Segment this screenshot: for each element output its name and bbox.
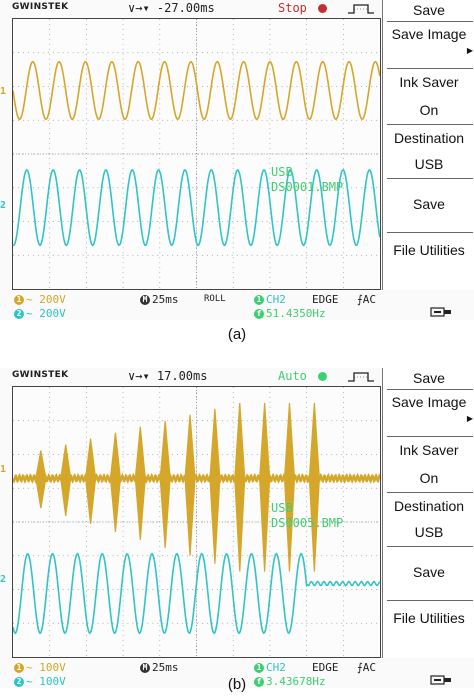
frequency-readout: f 3.43678Hz	[254, 675, 326, 688]
top-status-bar: GWINSTEK ∨→▾ 17.00ms Auto	[0, 368, 381, 385]
bottom-status-bar: 1 ~ 100V 2 ~ 100V M 25ms 1 CH2 EDGE ⨍AC f 3.4…	[12, 659, 452, 689]
stop-indicator-icon	[318, 4, 327, 13]
usb-save-notice: USB DS0001.BMP	[271, 165, 343, 195]
menu-file-utilities[interactable]: File Utilities	[393, 242, 465, 258]
horizontal-position: ∨→▾ -27.00ms	[128, 1, 215, 15]
ch2-ground-marker[interactable]: 2	[0, 574, 7, 585]
trigger-edge-icon	[348, 4, 374, 14]
trigger-coupling: ⨍AC	[357, 293, 376, 306]
timebase-readout: M 25ms	[140, 661, 179, 674]
menu-ink-saver-value[interactable]: On	[419, 102, 439, 118]
rising-edge-icon: ⨍	[357, 661, 363, 674]
ac-coupling-icon: ~	[26, 293, 33, 306]
ch2-scale-readout: 2 ~ 200V	[14, 307, 66, 320]
trigger-type: EDGE	[312, 293, 339, 306]
brand-logo: GWINSTEK	[12, 2, 69, 12]
scope-screen-a: GWINSTEK ∨→▾ -27.00ms Stop USB DS0001.BM…	[0, 0, 474, 320]
menu-save-button[interactable]: Save	[413, 564, 445, 580]
frequency-badge-icon: f	[254, 309, 264, 319]
figure-caption-a: (a)	[227, 326, 247, 343]
ch1-waveform	[13, 402, 380, 572]
horizontal-position: ∨→▾ 17.00ms	[128, 369, 208, 383]
submenu-arrow-icon: ▶	[466, 46, 473, 55]
ch2-ground-marker[interactable]: 2	[0, 200, 7, 211]
run-state-label[interactable]: Stop	[278, 1, 307, 15]
run-state-label[interactable]: Auto	[278, 369, 307, 383]
timebase-icon: M	[140, 295, 150, 305]
ch1-scale-readout: 1 ~ 100V	[14, 661, 66, 674]
ch1-scale-readout: 1 ~ 200V	[14, 293, 66, 306]
scope-screen-b: GWINSTEK ∨→▾ 17.00ms Auto USB DS0005.BMP…	[0, 368, 474, 688]
ch1-badge-icon: 1	[14, 295, 24, 305]
waveform-display	[13, 19, 380, 289]
usb-connected-icon	[430, 307, 451, 317]
brand-logo: GWINSTEK	[12, 370, 69, 380]
menu-destination-label[interactable]: Destination	[393, 498, 465, 514]
frequency-readout: f 51.4350Hz	[254, 307, 326, 320]
waveform-grid[interactable]: USB DS0005.BMP	[12, 386, 381, 658]
top-status-bar: GWINSTEK ∨→▾ -27.00ms Stop	[0, 0, 381, 17]
ac-coupling-icon: ~	[26, 661, 33, 674]
menu-file-utilities[interactable]: File Utilities	[393, 610, 465, 626]
ch2-scale-readout: 2 ~ 100V	[14, 675, 66, 688]
figure-caption-b: (b)	[227, 676, 247, 693]
saved-filename: DS0005.BMP	[271, 516, 344, 530]
frequency-badge-icon: f	[254, 677, 264, 687]
menu-title-save: Save	[413, 2, 445, 18]
menu-destination-value[interactable]: USB	[414, 156, 444, 172]
ch2-badge-icon: 2	[14, 677, 24, 687]
trigger-source-readout: 1 CH2	[254, 293, 286, 306]
ch1-badge-icon: 1	[14, 663, 24, 673]
saved-filename: DS0001.BMP	[271, 180, 344, 194]
ch2-waveform	[13, 168, 380, 247]
timebase-icon: M	[140, 663, 150, 673]
menu-ink-saver-value[interactable]: On	[419, 470, 439, 486]
menu-save-button[interactable]: Save	[413, 196, 445, 212]
menu-title-save: Save	[413, 370, 445, 386]
menu-ink-saver-label[interactable]: Ink Saver	[399, 74, 459, 90]
usb-connected-icon	[430, 675, 451, 685]
ac-coupling-icon: ~	[26, 307, 33, 320]
ch2-badge-icon: 2	[14, 309, 24, 319]
menu-save-image[interactable]: Save Image ▶	[383, 394, 474, 430]
soft-menu-b: Save Save Image ▶ Ink Saver On Destinatio…	[382, 368, 474, 658]
waveform-display	[13, 387, 380, 657]
bottom-status-bar: 1 ~ 200V 2 ~ 200V M 25ms ROLL 1 CH2 EDGE ⨍AC…	[12, 291, 452, 321]
auto-indicator-icon	[318, 372, 327, 381]
menu-save-image[interactable]: Save Image ▶	[383, 26, 474, 62]
menu-destination-value[interactable]: USB	[414, 524, 444, 540]
ac-coupling-icon: ~	[26, 675, 33, 688]
trigger-edge-icon	[348, 372, 374, 382]
soft-menu-a: Save Save Image ▶ Ink Saver On Destinatio…	[382, 0, 474, 290]
usb-label: USB	[271, 501, 293, 515]
submenu-arrow-icon: ▶	[466, 414, 473, 423]
trigger-type: EDGE	[312, 661, 339, 674]
ch1-waveform	[13, 60, 380, 121]
trigger-source-readout: 1 CH2	[254, 661, 286, 674]
trigger-coupling: ⨍AC	[357, 661, 376, 674]
trigger-badge-icon: 1	[254, 663, 264, 673]
usb-save-notice: USB DS0005.BMP	[271, 501, 343, 531]
waveform-grid[interactable]: USB DS0001.BMP	[12, 18, 381, 290]
menu-ink-saver-label[interactable]: Ink Saver	[399, 442, 459, 458]
trigger-badge-icon: 1	[254, 295, 264, 305]
rising-edge-icon: ⨍	[357, 293, 363, 306]
timebase-readout: M 25ms	[140, 293, 179, 306]
acquisition-mode: ROLL	[204, 294, 226, 304]
ch1-ground-marker[interactable]: 1	[0, 464, 7, 475]
usb-label: USB	[271, 165, 293, 179]
ch2-waveform	[13, 552, 380, 635]
menu-destination-label[interactable]: Destination	[393, 130, 465, 146]
ch1-ground-marker[interactable]: 1	[0, 86, 7, 97]
